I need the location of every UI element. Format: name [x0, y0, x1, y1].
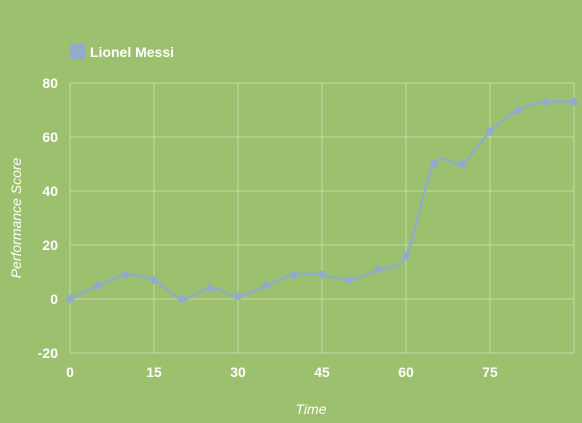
x-tick-label: 75 — [482, 364, 498, 380]
data-point[interactable] — [150, 276, 158, 285]
y-tick-label: -20 — [38, 345, 58, 361]
y-axis-ticks: 80 60 40 20 0 -20 — [38, 75, 58, 361]
data-point[interactable] — [542, 97, 550, 106]
data-point[interactable] — [402, 251, 410, 260]
legend-swatch — [70, 44, 85, 59]
data-point[interactable] — [374, 265, 382, 274]
data-point[interactable] — [346, 276, 354, 285]
data-point[interactable] — [514, 106, 522, 114]
data-point[interactable] — [290, 270, 298, 279]
y-tick-label: 0 — [50, 291, 58, 307]
legend: Lionel Messi — [70, 44, 174, 60]
x-axis-title: Time — [296, 401, 327, 417]
x-tick-label: 0 — [66, 364, 74, 380]
data-point[interactable] — [262, 281, 270, 290]
data-point[interactable] — [318, 270, 326, 279]
data-point[interactable] — [206, 284, 214, 293]
y-tick-label: 60 — [42, 129, 58, 145]
y-tick-label: 40 — [42, 183, 58, 199]
x-tick-label: 45 — [314, 364, 330, 380]
x-tick-label: 30 — [230, 364, 246, 380]
data-point[interactable] — [94, 281, 102, 290]
x-axis-ticks: 0 15 30 45 60 75 — [66, 364, 498, 380]
legend-label: Lionel Messi — [90, 44, 174, 60]
data-point[interactable] — [178, 295, 186, 303]
x-tick-label: 15 — [146, 364, 162, 380]
data-point[interactable] — [122, 270, 130, 279]
y-axis-title: Performance Score — [8, 157, 24, 278]
data-point[interactable] — [486, 127, 494, 136]
data-point[interactable] — [430, 160, 438, 168]
x-tick-label: 60 — [398, 364, 414, 380]
series-layer — [66, 97, 578, 303]
y-tick-label: 80 — [42, 75, 58, 91]
data-point[interactable] — [570, 97, 578, 106]
y-tick-label: 20 — [42, 237, 58, 253]
data-point[interactable] — [234, 292, 242, 301]
data-point[interactable] — [66, 295, 74, 303]
data-point[interactable] — [458, 160, 466, 168]
